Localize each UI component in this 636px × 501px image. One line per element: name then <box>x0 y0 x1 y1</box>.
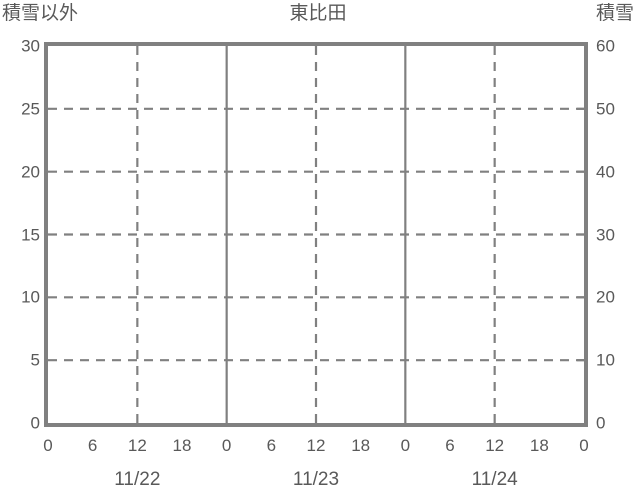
x-tick-label: 0 <box>579 436 589 455</box>
gridlines <box>48 46 584 423</box>
right-tick-label: 20 <box>596 287 615 307</box>
left-tick-label: 10 <box>21 287 40 307</box>
x-tick-label: 18 <box>529 436 549 455</box>
x-tick-label: 6 <box>266 436 277 455</box>
right-tick-label: 40 <box>596 162 615 182</box>
right-tick-label: 0 <box>596 413 606 433</box>
x-tick-label: 6 <box>87 436 98 455</box>
x-axis-ticks: 0 6 12 18 0 6 12 18 0 6 12 18 0 <box>0 436 636 458</box>
date-label: 11/23 <box>292 469 340 490</box>
x-tick-label: 18 <box>172 436 192 455</box>
x-tick-label: 12 <box>485 436 505 455</box>
plot-inner-canvas <box>48 46 584 423</box>
right-tick-label: 50 <box>596 99 615 119</box>
x-tick-label: 18 <box>351 436 371 455</box>
right-axis-title: 積雪 <box>595 3 634 24</box>
x-tick-label: 0 <box>221 436 232 455</box>
left-axis-title: 積雪以外 <box>2 3 79 24</box>
left-tick-label: 20 <box>21 162 40 182</box>
plot-area <box>44 42 588 427</box>
x-tick-label: 0 <box>43 436 53 455</box>
left-tick-label: 5 <box>30 350 40 370</box>
right-tick-label: 10 <box>596 350 615 370</box>
right-tick-label: 30 <box>596 225 615 244</box>
x-tick-label: 0 <box>400 436 411 455</box>
x-tick-label: 12 <box>306 436 326 455</box>
chart-title: 東比田 <box>289 3 347 24</box>
left-tick-label: 30 <box>21 36 40 56</box>
right-tick-label: 60 <box>596 36 615 56</box>
left-tick-label: 0 <box>30 413 40 433</box>
x-tick-label: 12 <box>127 436 147 455</box>
date-label: 11/24 <box>471 469 518 490</box>
date-label: 11/22 <box>114 469 161 490</box>
x-axis-date-labels: 11/22 11/23 11/24 <box>0 468 636 494</box>
left-tick-label: 15 <box>21 225 40 244</box>
left-tick-label: 25 <box>21 99 40 119</box>
x-tick-label: 6 <box>445 436 455 455</box>
